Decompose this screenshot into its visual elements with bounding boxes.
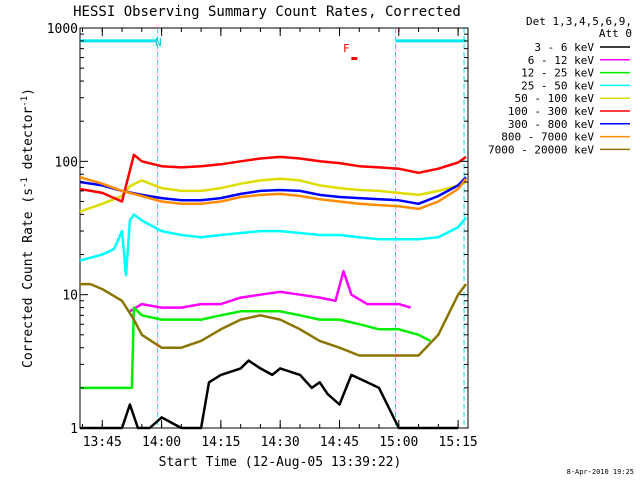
legend-label: 3 - 6 keV — [534, 41, 594, 54]
y-label-part: ) — [21, 88, 36, 96]
legend-label: 300 - 800 keV — [508, 118, 594, 131]
series-line — [79, 213, 467, 277]
y-label-exponent: -1 — [20, 177, 30, 188]
x-axis-label: Start Time (12-Aug-05 13:39:22) — [159, 455, 402, 470]
series-line — [129, 269, 412, 313]
plot-area: 13:45 14:00 14:15 14:30 14:45 15:00 15:15 1 10 10… — [47, 22, 478, 450]
date-stamp: 8-Apr-2010 19:25 — [567, 468, 634, 476]
x-tick-label: 15:15 — [439, 435, 478, 450]
y-label-part: detector — [21, 107, 36, 178]
y-label-part: Corrected Count Rate (s — [21, 188, 36, 368]
series-line — [80, 282, 468, 357]
series-line — [80, 306, 431, 390]
x-tick-label: 15:00 — [379, 435, 418, 450]
x-tick-label: 14:45 — [320, 435, 359, 450]
legend-header-line: Att 0 — [599, 27, 632, 40]
y-label-exponent: -1 — [20, 96, 30, 107]
legend-label: 25 - 50 keV — [521, 79, 594, 92]
x-tick-label: 14:15 — [201, 435, 240, 450]
series-line — [79, 175, 467, 211]
x-tick-label: 13:45 — [83, 435, 122, 450]
night-marker-label: N — [155, 36, 162, 49]
chart-title: HESSI Observing Summary Count Rates, Cor… — [73, 4, 461, 20]
y-tick-label: 1 — [70, 422, 78, 437]
y-tick-label: 10 — [62, 289, 78, 304]
flag-bars — [80, 28, 467, 428]
x-tick-label: 14:00 — [142, 435, 181, 450]
plot-frame — [79, 27, 469, 429]
series-line — [79, 176, 467, 206]
legend-label: 50 - 100 keV — [515, 92, 595, 105]
legend-label: 6 - 12 keV — [528, 54, 595, 67]
axis-ticks: 13:45 14:00 14:15 14:30 14:45 15:00 15:15 1 10 10… — [47, 22, 478, 450]
legend-header-line: Det 1,3,4,5,6,9, — [526, 15, 632, 28]
y-tick-label: 100 — [55, 155, 78, 170]
legend-label: 100 - 300 keV — [508, 105, 594, 118]
legend-label: 7000 - 20000 keV — [488, 143, 594, 156]
series-lines — [79, 153, 468, 430]
y-axis-label: Corrected Count Rate (s-1 detector-1) — [20, 88, 36, 368]
series-line — [80, 359, 459, 430]
flare-marker-label: F — [343, 42, 350, 55]
series-line — [79, 177, 467, 213]
legend-label: 12 - 25 keV — [521, 67, 594, 80]
legend-label: 800 - 7000 keV — [501, 131, 594, 144]
x-tick-label: 14:30 — [261, 435, 300, 450]
series-line — [79, 153, 467, 203]
y-tick-label: 1000 — [47, 22, 78, 37]
